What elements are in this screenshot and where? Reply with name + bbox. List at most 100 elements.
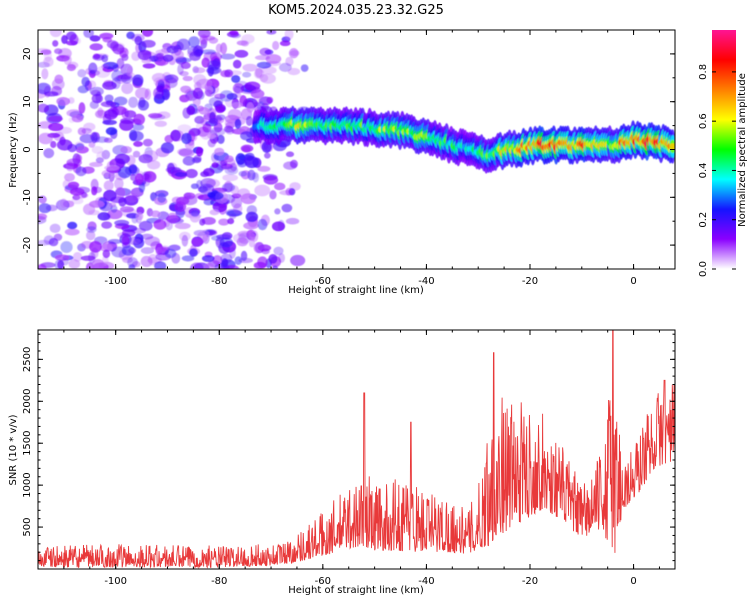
heat-noise-blob [116,74,131,82]
heat-noise-blob [138,220,153,231]
heat-noise-blob [271,221,286,232]
heat-noise-blob [148,112,163,119]
x-tick-label: -40 [418,576,434,587]
heat-noise-blob [227,218,235,225]
heat-noise-blob [203,198,214,206]
heat-noise-blob [273,246,284,256]
heat-noise-blob [71,197,84,205]
heat-noise-blob [96,151,108,161]
heat-noise-blob [124,110,137,119]
heat-noise-blob [174,222,191,230]
heat-noise-blob [188,36,200,48]
heat-noise-blob [279,40,291,47]
heat-noise-blob [285,151,295,158]
y-tick-label: 10 [22,95,33,108]
heat-noise-blob [208,66,220,75]
heat-noise-blob [142,138,153,147]
heat-noise-blob [229,30,239,36]
heat-noise-blob [274,208,281,215]
heat-noise-blob [69,33,79,46]
heat-noise-blob [215,43,223,54]
heat-noise-blob [40,49,52,55]
heat-noise-blob [115,187,126,199]
heat-noise-blob [67,97,75,104]
heat-noise-blob [61,35,68,44]
spectrogram-heat-layer [38,30,675,269]
heat-noise-blob [288,48,299,59]
heat-noise-blob [44,91,59,97]
x-tick-label: -80 [211,276,227,287]
heat-noise-blob [219,90,234,102]
heat-noise-blob [138,154,153,164]
heat-noise-blob [193,230,210,237]
heat-noise-blob [197,186,208,193]
heat-noise-blob [105,127,118,136]
heat-noise-blob [88,141,96,148]
heat-noise-blob [160,142,175,154]
heat-noise-blob [234,118,242,129]
heat-noise-blob [38,82,51,95]
heat-noise-blob [121,82,134,95]
heat-noise-blob [244,81,261,91]
heat-noise-blob [190,262,204,269]
heat-noise-blob [193,67,206,74]
heat-noise-blob [243,155,255,166]
heat-noise-blob [269,190,277,200]
colorbar-tick-label: 0.8 [698,64,709,80]
heat-noise-blob [104,94,114,103]
heat-noise-blob [144,236,160,247]
heat-noise-blob [265,54,282,65]
colorbar-label: Normalized spectral amplitude [737,73,748,227]
heat-noise-blob [38,203,52,214]
heat-noise-blob [114,219,130,227]
heat-noise-blob [75,154,83,163]
heat-noise-blob [88,200,105,208]
heat-noise-blob [162,54,174,62]
heat-noise-blob [66,109,82,117]
heat-noise-blob [215,114,226,121]
heat-noise-blob [77,85,89,94]
heat-noise-blob [243,222,259,230]
heat-noise-blob [125,192,138,203]
heat-noise-blob [49,223,61,234]
heat-noise-blob [64,228,80,236]
heat-noise-blob [196,146,204,157]
heat-noise-blob [151,72,167,83]
heat-noise-blob [134,35,143,46]
heat-noise-blob [154,120,167,127]
heat-noise-blob [104,109,118,120]
heat-noise-blob [100,101,117,108]
heat-noise-blob [260,73,276,84]
colorbar-ticks: 0.0 0.2 0.4 0.6 0.8 [698,64,736,277]
heat-noise-blob [63,54,72,66]
heat-noise-blob [268,253,278,264]
heat-noise-blob [133,141,143,147]
heat-noise-blob [89,161,103,168]
heat-noise-blob [175,196,190,206]
heat-noise-blob [191,237,204,246]
snr-frame [37,329,676,570]
heat-noise-blob [257,165,271,172]
heat-noise-blob [272,40,280,51]
heat-noise-blob [66,63,76,72]
heat-noise-blob [201,49,216,55]
heat-noise-blob [127,257,138,268]
heat-noise-blob [101,63,109,70]
heat-noise-blob [231,74,241,83]
heat-noise-blob [140,247,155,254]
heat-noise-blob [91,186,98,196]
heat-noise-blob [57,259,65,269]
heat-noise-blob [300,64,309,72]
heat-noise-blob [182,75,193,82]
y-tick-label: 2000 [22,389,33,414]
heat-noise-blob [224,155,234,163]
x-tick-label: -20 [522,276,538,287]
y-tick-label: 1500 [22,430,33,455]
heat-noise-blob [232,59,242,69]
heat-noise-blob [212,255,223,265]
snr-y-label: SNR (10 * v/v) [8,414,19,485]
y-tick-label: 0 [22,146,33,152]
heat-noise-blob [264,152,271,159]
heat-noise-blob [89,86,104,96]
